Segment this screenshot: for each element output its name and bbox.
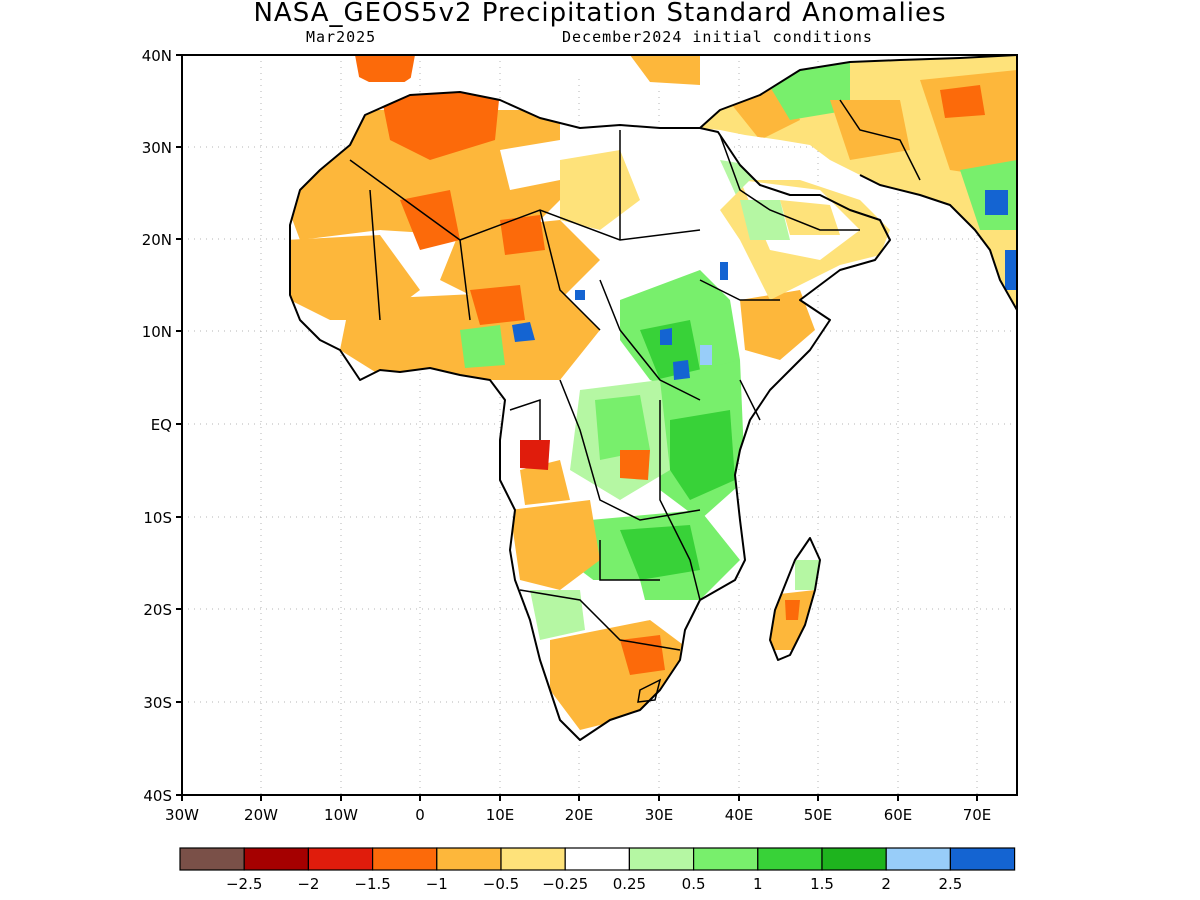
legend-label: 0.5 [682, 875, 706, 893]
legend-swatch [564, 847, 631, 871]
legend-swatch [436, 847, 502, 871]
tick-marks [176, 54, 978, 801]
lon-label: 40E [725, 806, 754, 824]
lat-label: 20S [143, 601, 172, 619]
legend-label: −0.5 [483, 875, 519, 893]
legend-swatch [500, 847, 566, 871]
longitude-labels: 30W 20W 10W 0 10E 20E 30E 40E 50E 60E 70… [165, 806, 991, 824]
lat-label: 20N [142, 231, 172, 249]
lon-label: 70E [963, 806, 992, 824]
legend-swatch [628, 847, 695, 871]
legend-swatch [949, 847, 1016, 871]
lon-label: 30E [645, 806, 674, 824]
lat-label: 10N [142, 323, 172, 341]
lon-label: 10W [324, 806, 358, 824]
lon-label: 20W [244, 806, 278, 824]
legend-swatch [692, 847, 759, 871]
lon-label: 20E [565, 806, 594, 824]
legend-swatch [757, 847, 823, 871]
legend-swatch [179, 847, 245, 871]
legend-label: 2.5 [938, 875, 962, 893]
lon-label: 30W [165, 806, 199, 824]
latitude-labels: 40N 30N 20N 10N EQ 10S 20S 30S 40S [142, 47, 172, 805]
color-legend [179, 847, 1016, 871]
color-legend-labels: −2.5 −2 −1.5 −1 −0.5 −0.25 0.25 0.5 1 1.5 2 2.5 [226, 875, 962, 893]
lon-label: 50E [804, 806, 833, 824]
madagascar-anomaly-field [770, 538, 820, 660]
lat-label: 30N [142, 139, 172, 157]
legend-swatch [885, 847, 952, 871]
legend-swatch [372, 847, 438, 871]
legend-swatch [821, 847, 887, 871]
lat-label: EQ [151, 416, 172, 434]
legend-label: 1 [753, 875, 763, 893]
lon-label: 10E [486, 806, 515, 824]
lat-label: 30S [143, 694, 172, 712]
europe-anomaly-field [350, 55, 700, 90]
forecast-month: Mar2025 [306, 28, 377, 46]
legend-label: −2.5 [226, 875, 262, 893]
lat-label: 40N [142, 47, 172, 65]
borders [349, 99, 921, 703]
legend-swatch [307, 847, 374, 871]
coastlines [289, 55, 1017, 741]
lon-label: 60E [884, 806, 913, 824]
lon-label: 0 [415, 806, 425, 824]
legend-label: −0.25 [542, 875, 588, 893]
legend-swatch [243, 847, 309, 871]
map-title: NASA_GEOS5v2 Precipitation Standard Anom… [253, 0, 947, 28]
legend-label: 0.25 [613, 875, 646, 893]
legend-label: 1.5 [810, 875, 834, 893]
legend-label: −1 [426, 875, 448, 893]
initial-conditions: December2024 initial conditions [562, 28, 873, 46]
legend-label: −2 [297, 875, 319, 893]
legend-label: −1.5 [354, 875, 390, 893]
lat-label: 10S [143, 509, 172, 527]
legend-label: 2 [881, 875, 891, 893]
lat-label: 40S [143, 787, 172, 805]
